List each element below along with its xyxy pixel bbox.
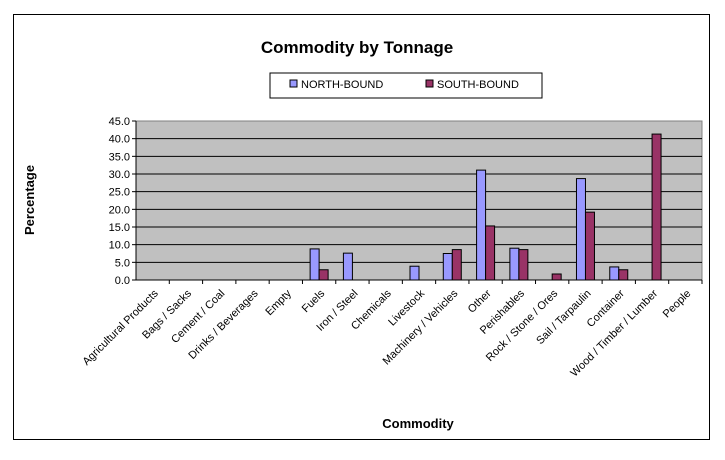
legend-swatch-south <box>425 79 434 88</box>
bar-south <box>584 211 595 281</box>
y-tick-label: 10.0 <box>109 240 130 252</box>
y-axis-title: Percentage <box>22 165 37 235</box>
bar-north <box>409 265 420 281</box>
x-axis-title: Commodity <box>382 416 454 431</box>
bar-south <box>551 273 562 281</box>
x-category-label: Fuels <box>300 287 328 315</box>
bar-north <box>476 169 487 281</box>
legend-swatch-north <box>289 79 298 88</box>
x-category-label: Empty <box>263 287 294 318</box>
bar-north <box>309 248 320 281</box>
bar-north <box>609 266 620 281</box>
bar-south <box>451 249 462 281</box>
bar-south <box>618 269 629 281</box>
y-tick-label: 35.0 <box>109 151 130 163</box>
legend-label-north: NORTH-BOUND <box>301 79 383 91</box>
legend-label-south: SOUTH-BOUND <box>437 79 519 91</box>
gridlines <box>136 138 702 263</box>
chart-frame: Commodity by Tonnage NORTH-BOUND SOUTH-B… <box>13 14 710 440</box>
bar-south <box>651 133 662 281</box>
y-tick-label: 15.0 <box>109 222 130 234</box>
y-tick-label: 20.0 <box>109 204 130 216</box>
plot-area <box>135 120 703 281</box>
bars <box>135 121 702 281</box>
y-tick-labels: 0.0 5.0 10.0 15.0 20.0 25.0 30.0 35.0 40.0 45.0 <box>109 116 136 287</box>
bar-south <box>518 249 529 281</box>
bar-south <box>318 269 329 281</box>
x-category-label: Other <box>466 287 494 315</box>
legend-box <box>269 72 543 99</box>
x-category-label: People <box>661 288 694 321</box>
bar-north <box>342 252 353 281</box>
legend: NORTH-BOUND SOUTH-BOUND <box>269 72 543 99</box>
bar-south <box>485 225 496 281</box>
chart-title: Commodity by Tonnage <box>261 38 453 57</box>
y-tick-label: 45.0 <box>109 116 130 128</box>
y-tick-label: 25.0 <box>109 187 130 199</box>
bar-north <box>442 253 453 281</box>
y-tick-label: 0.0 <box>115 275 130 287</box>
bar-north <box>575 178 586 281</box>
bar-north <box>509 247 520 281</box>
chart-svg: Commodity by Tonnage NORTH-BOUND SOUTH-B… <box>22 38 703 431</box>
y-tick-label: 30.0 <box>109 169 130 181</box>
y-tick-label: 40.0 <box>109 134 130 146</box>
y-tick-label: 5.0 <box>115 257 130 269</box>
